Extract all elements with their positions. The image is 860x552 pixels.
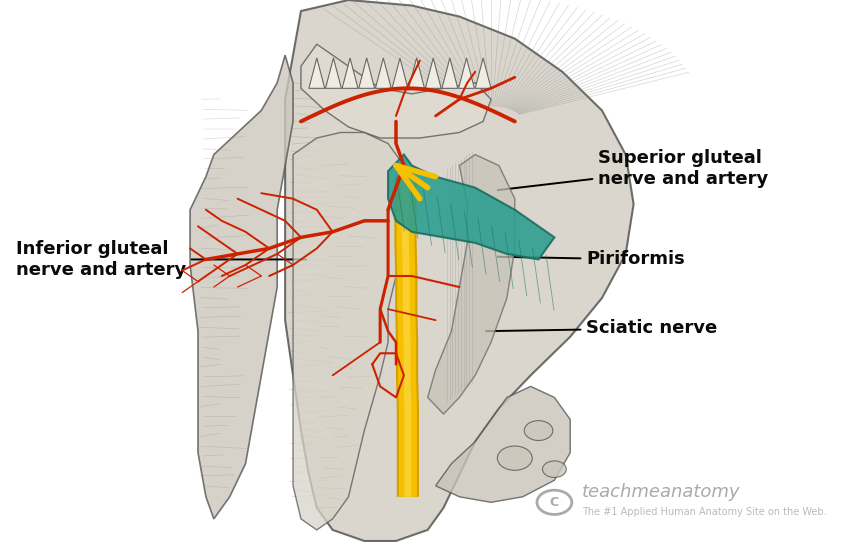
Polygon shape xyxy=(458,58,475,88)
Text: Superior gluteal
nerve and artery: Superior gluteal nerve and artery xyxy=(498,149,768,190)
Polygon shape xyxy=(392,58,408,88)
Text: Inferior gluteal
nerve and artery: Inferior gluteal nerve and artery xyxy=(15,240,306,279)
Polygon shape xyxy=(190,55,293,519)
Text: Sciatic nerve: Sciatic nerve xyxy=(486,320,717,337)
Polygon shape xyxy=(309,58,325,88)
Text: C: C xyxy=(550,496,559,509)
Polygon shape xyxy=(376,58,391,88)
Polygon shape xyxy=(427,155,515,414)
Polygon shape xyxy=(476,58,491,88)
Polygon shape xyxy=(408,58,425,88)
Polygon shape xyxy=(301,44,491,138)
Polygon shape xyxy=(293,132,412,530)
Polygon shape xyxy=(426,58,441,88)
Text: Piriformis: Piriformis xyxy=(498,251,685,268)
Polygon shape xyxy=(326,58,341,88)
Circle shape xyxy=(543,461,566,477)
Polygon shape xyxy=(442,58,458,88)
Circle shape xyxy=(525,421,553,440)
Polygon shape xyxy=(388,155,555,259)
Circle shape xyxy=(497,446,532,470)
Polygon shape xyxy=(359,58,375,88)
Text: The #1 Applied Human Anatomy Site on the Web.: The #1 Applied Human Anatomy Site on the… xyxy=(582,507,826,517)
Text: teachmeanatomy: teachmeanatomy xyxy=(582,484,740,501)
Polygon shape xyxy=(286,0,634,541)
Polygon shape xyxy=(436,386,570,502)
Polygon shape xyxy=(342,58,358,88)
